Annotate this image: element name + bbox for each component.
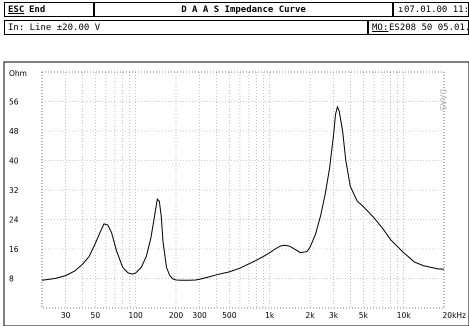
y-tick-label: 8	[9, 275, 14, 284]
input-line-box[interactable]: In: Line ±20.00 V	[4, 20, 368, 35]
y-tick-label: 40	[9, 157, 19, 166]
x-tick-label: 300	[192, 311, 207, 320]
page-title: D A A S Impedance Curve	[181, 5, 306, 15]
info-icon[interactable]: ı	[398, 5, 404, 15]
chart-grid	[41, 71, 445, 309]
datetime-label: 07.01.00 11:38	[404, 5, 469, 15]
x-tick-label: 50	[91, 311, 101, 320]
x-tick-label: 200	[169, 311, 184, 320]
impedance-curve-line	[41, 105, 445, 281]
daas-watermark: DAAS	[437, 89, 447, 111]
plot-frame	[3, 61, 469, 326]
y-tick-label: 32	[9, 186, 19, 195]
x-tick-label: 10k	[397, 311, 412, 320]
x-tick-label: 2k	[305, 311, 315, 320]
y-axis-label: Ohm	[9, 69, 27, 78]
esc-key-label: ESC	[8, 5, 25, 15]
x-tick-label: 1k	[265, 311, 275, 320]
y-tick-label: 56	[9, 98, 19, 107]
x-tick-label: 20kHz	[443, 311, 467, 320]
mo-info-box[interactable]: MO: ES208 50 05.01.07	[368, 20, 469, 35]
esc-end-button[interactable]: ESC End	[4, 2, 94, 17]
input-line-label: In: Line ±20.00 V	[8, 23, 101, 33]
x-tick-label: 100	[128, 311, 143, 320]
y-tick-label: 24	[9, 216, 19, 225]
x-tick-label: 5k	[359, 311, 369, 320]
x-tick-label: 500	[222, 311, 237, 320]
datetime-box: ı 07.01.00 11:38	[393, 2, 469, 17]
y-tick-label: 48	[9, 127, 19, 136]
y-tick-labels: 8 16 24 32 40 48 56	[9, 98, 19, 284]
x-tick-label: 30	[61, 311, 71, 320]
y-tick-label: 16	[9, 245, 19, 254]
title-bar: D A A S Impedance Curve	[94, 2, 393, 17]
plot-area-border	[41, 71, 445, 309]
x-tick-label: 3k	[329, 311, 339, 320]
esc-action-label: End	[29, 5, 46, 15]
mo-label: MO:	[372, 23, 389, 33]
x-tick-labels: 30 50 100 200 300 500 1k 2k 3k 5k 10k 20kHz	[61, 311, 466, 320]
mo-value: ES208 50 05.01.07	[389, 23, 468, 33]
